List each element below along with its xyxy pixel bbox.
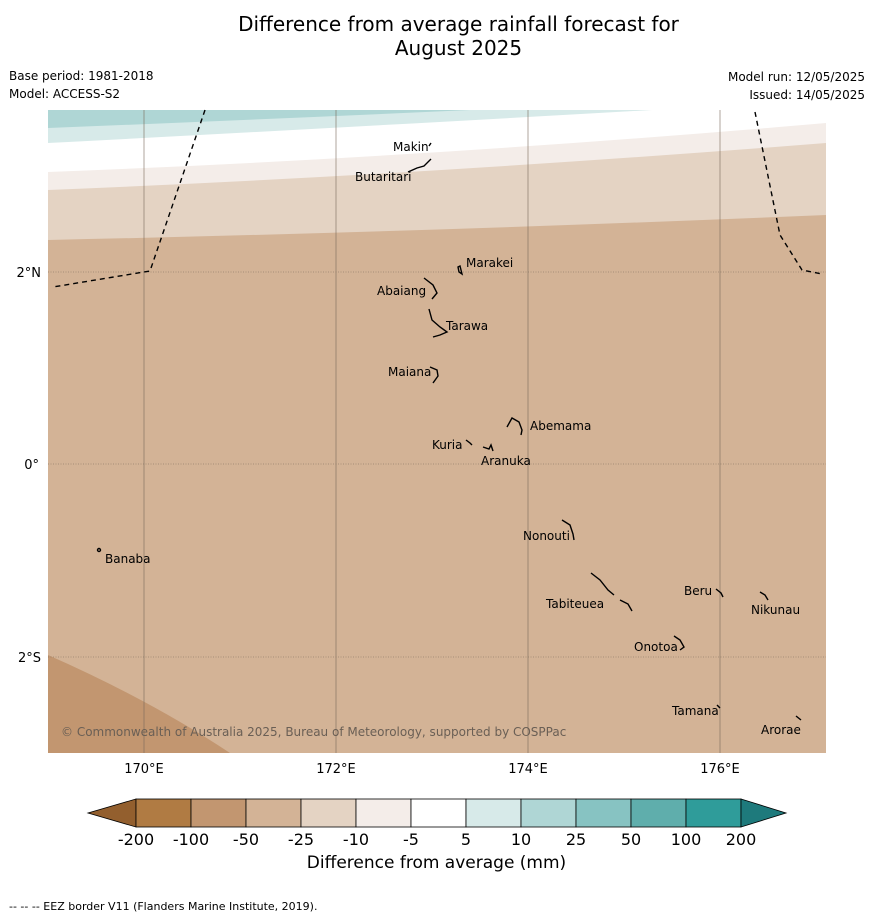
colorbar-swatch: [465, 798, 522, 828]
colorbar-swatch: [135, 798, 192, 828]
label-kuria: Kuria: [432, 438, 463, 452]
place-labels: Makin Butaritari Marakei Abaiang Tarawa …: [105, 140, 801, 737]
island-marakei: [457, 264, 464, 276]
colorbar-ticks: -200 -100 -50 -25 -10 -5 5 10 25 50 100 200: [118, 830, 756, 849]
island-nonouti: [561, 519, 575, 541]
label-onotoa: Onotoa: [634, 640, 678, 654]
colorbar-extend-low: [86, 798, 137, 828]
colorbar-swatch: [190, 798, 247, 828]
model-run: Model run: 12/05/2025: [727, 70, 865, 84]
label-aranuka: Aranuka: [481, 454, 531, 468]
lon-label-172e: 172°E: [316, 762, 356, 777]
island-banaba: [96, 547, 102, 553]
label-maiana: Maiana: [388, 365, 431, 379]
island-abaiang: [423, 277, 438, 300]
colorbar-tick-label: -5: [403, 830, 419, 849]
island-tamana: [716, 704, 721, 709]
base-period: Base period: 1981-2018: [9, 69, 154, 83]
label-banaba: Banaba: [105, 552, 151, 566]
colorbar-swatch: [685, 798, 742, 828]
lat-label-0: 0°: [24, 458, 39, 473]
colorbar-tick-label: 100: [671, 830, 702, 849]
island-maiana: [429, 366, 439, 384]
eez-footnote: -- -- -- EEZ border V11 (Flanders Marine…: [9, 900, 318, 913]
map-title: Difference from average rainfall forecas…: [0, 12, 873, 60]
meta-right: Model run: 12/05/2025 Issued: 14/05/2025: [728, 68, 865, 104]
lat-label-2n: 2°N: [17, 266, 42, 281]
colorbar-tick-label: 50: [621, 830, 641, 849]
issued-date: Issued: 14/05/2025: [749, 88, 865, 102]
island-tabiteuea: [590, 572, 633, 612]
label-makin: Makin: [393, 140, 429, 154]
colorbar-swatch: [355, 798, 412, 828]
lon-label-176e: 176°E: [700, 762, 740, 777]
label-butaritari: Butaritari: [355, 170, 412, 184]
longitude-labels: 170°E 172°E 174°E 176°E: [124, 762, 740, 777]
colorbar-swatch: [410, 798, 467, 828]
graticule: [48, 110, 826, 753]
island-nikunau: [759, 591, 769, 601]
meta-left: Base period: 1981-2018 Model: ACCESS-S2: [9, 67, 154, 103]
title-line-1: Difference from average rainfall forecas…: [238, 12, 679, 36]
colorbar-tick-label: -200: [118, 830, 154, 849]
island-butaritari: [407, 158, 432, 173]
island-tarawa: [428, 308, 449, 338]
colorbar-tick-label: -100: [173, 830, 209, 849]
label-tabiteuea: Tabiteuea: [545, 597, 604, 611]
label-marakei: Marakei: [466, 256, 513, 270]
colorbar-tick-label: -25: [288, 830, 314, 849]
colorbar-swatch: [520, 798, 577, 828]
colorbar-swatch: [300, 798, 357, 828]
island-arorae: [795, 715, 802, 721]
band-minus-50: [48, 655, 230, 753]
colorbar-tick-label: 10: [511, 830, 531, 849]
label-nonouti: Nonouti: [523, 529, 570, 543]
colorbar-swatch: [630, 798, 687, 828]
eez-border: [52, 109, 823, 288]
colorbar-tick-label: 25: [566, 830, 586, 849]
island-makin: [428, 142, 432, 147]
colorbar-tick-label: 5: [461, 830, 471, 849]
lat-label-2s: 2°S: [18, 651, 41, 666]
eez-west-line: [52, 109, 206, 288]
model-name: Model: ACCESS-S2: [9, 87, 121, 101]
island-onotoa: [673, 635, 685, 651]
label-tamana: Tamana: [671, 704, 719, 718]
colorbar: [86, 798, 788, 828]
label-arorae: Arorae: [761, 723, 801, 737]
colorbar-tick-label: -10: [343, 830, 369, 849]
latitude-labels: 2°N 0° 2°S: [17, 266, 42, 666]
island-kuria: [465, 439, 473, 446]
title-line-2: August 2025: [394, 36, 523, 60]
island-abemama: [506, 417, 523, 436]
island-beru: [715, 588, 724, 598]
label-abaiang: Abaiang: [377, 284, 426, 298]
label-nikunau: Nikunau: [751, 603, 800, 617]
colorbar-extend-high: [740, 798, 788, 828]
colorbar-swatch: [245, 798, 302, 828]
label-abemama: Abemama: [530, 419, 591, 433]
copyright-notice: © Commonwealth of Australia 2025, Bureau…: [61, 725, 566, 739]
label-tarawa: Tarawa: [445, 319, 488, 333]
island-outlines: [96, 142, 802, 721]
colorbar-swatch: [575, 798, 632, 828]
colorbar-tick-label: -50: [233, 830, 259, 849]
band-plus-10: [48, 110, 470, 128]
colorbar-tick-label: 200: [726, 830, 757, 849]
lon-label-174e: 174°E: [508, 762, 548, 777]
colorbar-label: Difference from average (mm): [306, 853, 567, 873]
island-aranuka: [482, 443, 494, 452]
eez-east-line: [754, 111, 823, 275]
rainfall-shading: [48, 110, 826, 753]
lon-label-170e: 170°E: [124, 762, 164, 777]
label-beru: Beru: [684, 584, 712, 598]
